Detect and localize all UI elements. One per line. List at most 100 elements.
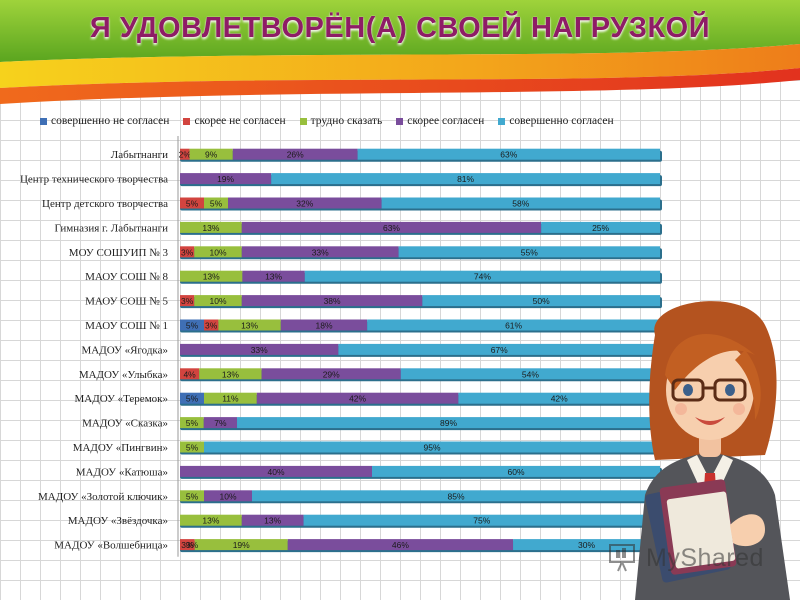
- bar-segment: [261, 368, 401, 380]
- data-label: 4%: [183, 369, 196, 379]
- category-label: МАОУ СОШ № 1: [85, 320, 168, 332]
- bar-segment: [180, 173, 272, 185]
- data-label: 3%: [181, 540, 194, 550]
- legend-label: совершенно не согласен: [51, 115, 170, 127]
- data-label: 3%: [205, 321, 218, 331]
- data-label: 13%: [265, 272, 282, 282]
- data-label: 81%: [457, 174, 474, 184]
- legend-swatch: [498, 117, 506, 125]
- data-label: 46%: [392, 540, 409, 550]
- bar-segment: [180, 392, 204, 404]
- bar-segment: [189, 148, 233, 160]
- category-label: Центр детского творчества: [42, 198, 168, 210]
- bar-segment: [180, 295, 195, 307]
- legend-item: совершенно не согласен: [40, 115, 169, 127]
- presentation-icon: [609, 544, 635, 572]
- bar-segment: [180, 465, 372, 477]
- data-label: 95%: [423, 443, 440, 453]
- legend-swatch: [183, 117, 191, 125]
- category-label: Гимназия г. Лабытнанги: [54, 222, 168, 234]
- bar-segment: [180, 148, 190, 160]
- bar-segment: [204, 490, 252, 502]
- bar-segment: [256, 392, 459, 404]
- legend-swatch: [396, 117, 404, 125]
- data-label: 13%: [222, 369, 239, 379]
- category-label: МАДОУ «Улыбка»: [79, 369, 168, 381]
- bar-segment: [218, 319, 281, 331]
- category-label: МАДОУ «Звёздочка»: [68, 515, 168, 527]
- bar-segment: [194, 295, 242, 307]
- category-label: МАДОУ «Сказка»: [82, 418, 168, 430]
- bar-segment: [241, 295, 423, 307]
- legend-item: скорее согласен: [396, 115, 484, 127]
- category-label: Лабытнанги: [111, 149, 168, 161]
- bar-segment: [203, 417, 238, 429]
- data-label: 3%: [181, 296, 194, 306]
- data-label: 3%: [181, 247, 194, 257]
- category-label: МАОУ СОШ № 8: [85, 271, 168, 283]
- data-label: 29%: [323, 369, 340, 379]
- data-label: 54%: [522, 369, 539, 379]
- legend-label: трудно сказать: [310, 115, 383, 127]
- data-label: 13%: [241, 321, 258, 331]
- data-label: 5%: [186, 491, 199, 501]
- bar-segment: [280, 319, 368, 331]
- data-label: 55%: [521, 247, 538, 257]
- bar-segment: [304, 270, 660, 282]
- bar-segment: [204, 441, 660, 453]
- bar-segment: [381, 197, 660, 209]
- legend-label: скорее согласен: [407, 115, 485, 127]
- bar-segment: [199, 368, 262, 380]
- category-label: МОУ СОШУИП № 3: [69, 247, 169, 259]
- data-label: 10%: [219, 491, 236, 501]
- legend-label: совершенно согласен: [509, 115, 614, 127]
- bar-segment: [271, 173, 660, 185]
- bar-segment: [241, 221, 542, 233]
- bar-segment: [194, 246, 242, 258]
- data-label: 3%: [186, 540, 199, 550]
- bar-segment: [180, 221, 242, 233]
- data-label: 63%: [500, 150, 517, 160]
- data-label: 7%: [214, 418, 227, 428]
- teacher-illustration: [635, 301, 790, 600]
- bar-segment: [513, 539, 660, 551]
- data-label: 30%: [578, 540, 595, 550]
- watermark-text: MyShared: [646, 543, 764, 572]
- bar-segment: [357, 148, 660, 160]
- page-title: Я УДОВЛЕТВОРЁН(А) СВОЕЙ НАГРУЗКОЙ: [89, 12, 711, 44]
- data-label: 5%: [186, 418, 199, 428]
- data-label: 5%: [186, 321, 199, 331]
- data-label: 26%: [287, 150, 304, 160]
- data-label: 5%: [186, 199, 199, 209]
- chart: совершенно не согласен скорее не согласен…: [20, 112, 780, 582]
- watermark: MyShared: [608, 536, 798, 580]
- data-label: 50%: [533, 296, 550, 306]
- data-label: 38%: [324, 296, 341, 306]
- bar-segment: [252, 490, 660, 502]
- bar-segment: [398, 246, 660, 258]
- data-label: 13%: [203, 272, 220, 282]
- bar-segment: [372, 465, 660, 477]
- chart-plot: Лабытнанги 2% 9% 26% 63% Центр технического т…: [20, 136, 662, 557]
- category-label: МАДОУ «Катюша»: [76, 466, 168, 478]
- bar-segment: [237, 417, 660, 429]
- legend-item: трудно сказать: [299, 115, 383, 127]
- bar-segment: [204, 319, 219, 331]
- legend-swatch: [40, 117, 47, 125]
- data-label: 5%: [186, 394, 199, 404]
- bar-segment: [180, 246, 195, 258]
- data-label: 32%: [296, 199, 313, 209]
- data-label: 13%: [202, 516, 219, 526]
- category-label: МАДОУ «Ягодка»: [81, 344, 168, 356]
- data-label: 58%: [512, 199, 529, 209]
- category-label: Центр технического творчества: [20, 174, 168, 186]
- bar-segment: [367, 319, 660, 331]
- category-label: МАДОУ «Волшебница»: [54, 540, 168, 552]
- data-label: 61%: [505, 321, 522, 331]
- bar-segment: [338, 343, 660, 355]
- bar-segment: [180, 539, 195, 551]
- data-label: 5%: [186, 443, 199, 453]
- data-label: 19%: [233, 540, 250, 550]
- data-label: 85%: [447, 491, 464, 501]
- data-label: 33%: [251, 345, 268, 355]
